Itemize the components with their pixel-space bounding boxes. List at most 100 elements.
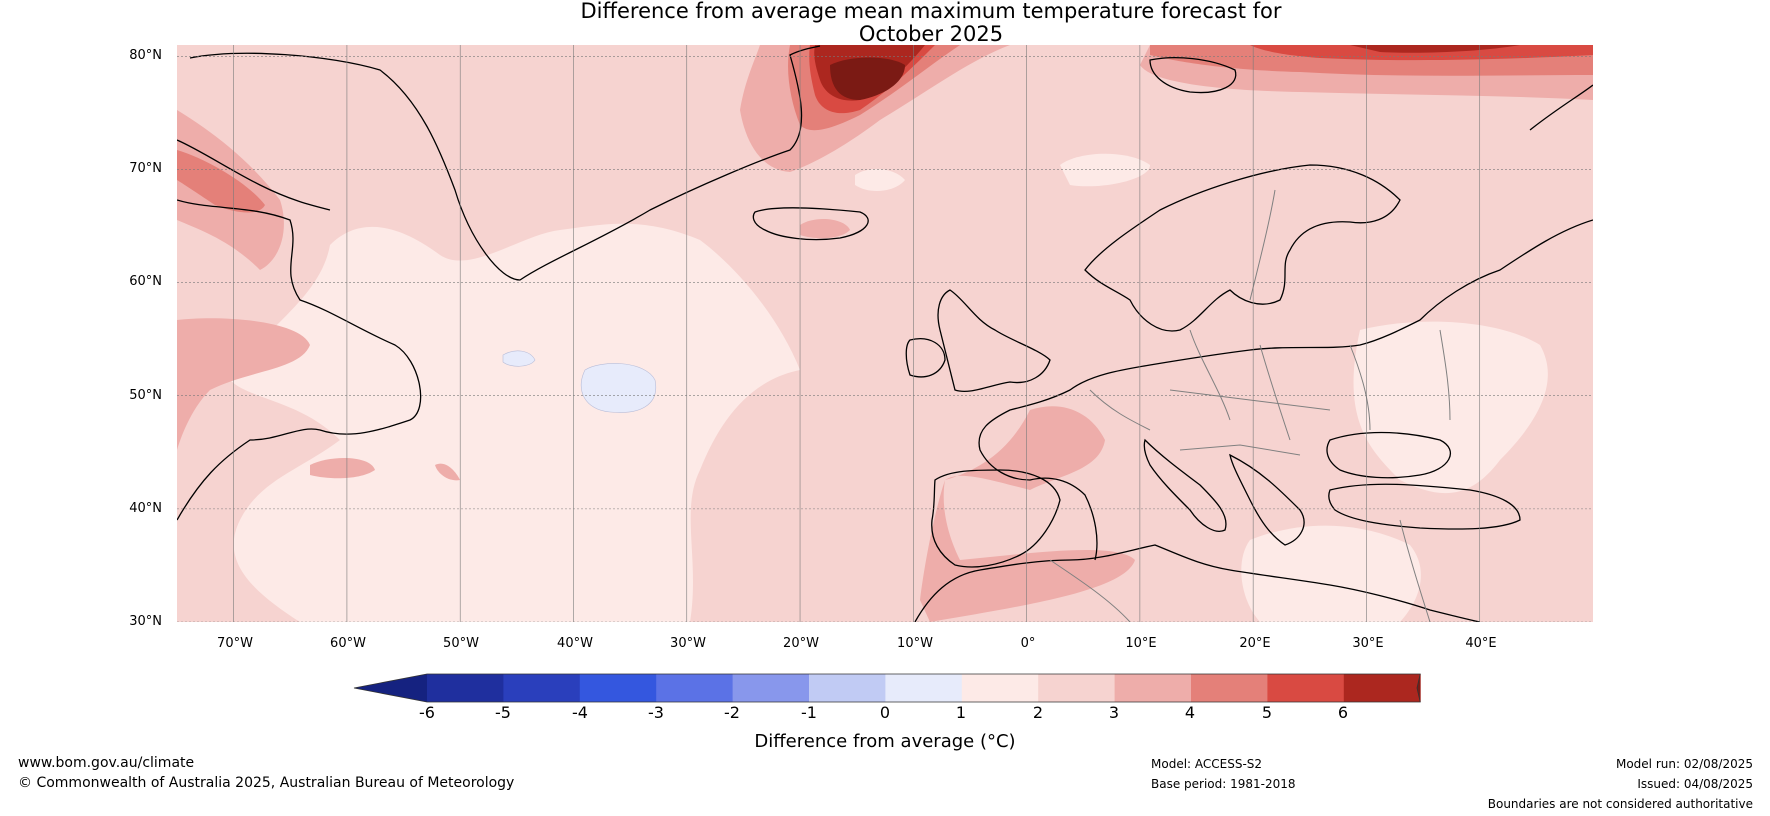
anomaly-0-1-spot2 xyxy=(855,168,905,192)
temperature-anomaly-field xyxy=(177,45,1593,622)
lat-label-30n: 30°N xyxy=(129,614,162,629)
base-period-text: Base period: 1981-2018 xyxy=(1151,777,1296,791)
colorbar xyxy=(353,673,1421,703)
colorbar-tick: -6 xyxy=(419,703,435,722)
border-3 xyxy=(1349,344,1371,431)
colorbar-tick: -4 xyxy=(572,703,588,722)
lon-label-40w: 40°W xyxy=(557,636,593,651)
lon-label-50w: 50°W xyxy=(443,636,479,651)
anomaly-0-1-atlantic xyxy=(230,223,800,622)
border-10 xyxy=(1049,559,1131,622)
lon-label-60w: 60°W xyxy=(330,636,366,651)
colorbar-segment xyxy=(656,674,734,702)
iceland-coast xyxy=(752,207,869,241)
anomaly-2-3-iberia-france xyxy=(920,406,1135,622)
colorbar-tick: 4 xyxy=(1184,703,1196,722)
europe-mainland xyxy=(978,219,1593,561)
anomaly-5-6-svalbard xyxy=(1350,45,1520,53)
greenland-coast xyxy=(189,45,821,281)
model-run-text: Model run: 02/08/2025 xyxy=(1615,757,1753,771)
lat-label-60n: 60°N xyxy=(129,274,162,289)
north-africa xyxy=(914,544,1481,622)
lon-label-30w: 30°W xyxy=(670,636,706,651)
lat-label-70n: 70°N xyxy=(129,161,162,176)
ireland xyxy=(905,338,946,378)
colorbar-segment xyxy=(503,674,581,702)
colorbar-tick: -3 xyxy=(648,703,664,722)
colorbar-segment xyxy=(1267,674,1345,702)
lon-label-30e: 30°E xyxy=(1352,636,1384,651)
lat-label-50n: 50°N xyxy=(129,388,162,403)
anomaly-2-3-spot3 xyxy=(435,463,460,481)
colorbar-tick: 5 xyxy=(1261,703,1273,722)
border-7 xyxy=(1439,329,1451,421)
anomaly-2-3-newfoundland xyxy=(310,458,375,479)
issued-text: Issued: 04/08/2025 xyxy=(1637,777,1753,791)
title-line-1: Difference from average mean maximum tem… xyxy=(580,0,1282,23)
colorbar-low-extend xyxy=(354,674,427,702)
colorbar-segment xyxy=(1114,674,1192,702)
italy xyxy=(1143,438,1227,532)
novaya-zemlya xyxy=(1529,84,1593,131)
svalbard xyxy=(1149,57,1237,94)
anomaly-0-1-east-med xyxy=(1241,525,1421,622)
colorbar-segment xyxy=(579,674,657,702)
colorbar-segment xyxy=(1343,674,1421,702)
colorbar-tick: -1 xyxy=(801,703,817,722)
coastlines xyxy=(177,45,1593,622)
lon-label-20w: 20°W xyxy=(783,636,819,651)
border-4 xyxy=(1089,389,1151,431)
anomaly-3-4-baffin xyxy=(177,150,265,213)
border-1 xyxy=(1189,329,1231,421)
anomaly-above-6-greenland xyxy=(830,57,905,100)
country-borders xyxy=(1049,189,1451,622)
lon-label-10w: 10°W xyxy=(897,636,933,651)
lon-label-10e: 10°E xyxy=(1125,636,1157,651)
colorbar-segment xyxy=(961,674,1039,702)
iberia xyxy=(931,469,1061,568)
british-isles xyxy=(937,289,1051,392)
colorbar-tick: -5 xyxy=(495,703,511,722)
border-8 xyxy=(1399,519,1431,622)
disclaimer-text: Boundaries are not considered authoritat… xyxy=(1487,797,1753,811)
title-line-2: October 2025 xyxy=(858,22,1004,46)
lon-label-40e: 40°E xyxy=(1465,636,1497,651)
graticule xyxy=(177,45,1593,622)
turkey xyxy=(1328,483,1521,530)
colorbar-tick: 1 xyxy=(955,703,967,722)
colorbar-label: Difference from average (°C) xyxy=(754,731,1016,752)
border-2 xyxy=(1259,344,1291,441)
colorbar-segment xyxy=(732,674,810,702)
website-text: www.bom.gov.au/climate xyxy=(18,755,195,771)
colorbar-segment xyxy=(809,674,886,702)
anomaly-neg1-0-patch2 xyxy=(502,350,536,367)
colorbar-tick: 2 xyxy=(1032,703,1044,722)
colorbar-tick: 0 xyxy=(879,703,891,722)
copyright-text: © Commonwealth of Australia 2025, Austra… xyxy=(18,775,515,791)
colorbar-tick: 6 xyxy=(1337,703,1349,722)
anomaly-neg1-0-patch xyxy=(580,363,657,413)
lon-label-20e: 20°E xyxy=(1239,636,1271,651)
border-5 xyxy=(1169,389,1331,411)
colorbar-segment xyxy=(1038,674,1116,702)
model-text: Model: ACCESS-S2 xyxy=(1151,757,1263,771)
anomaly-0-1-spot xyxy=(1060,153,1150,187)
chart-title: Difference from average mean maximum tem… xyxy=(0,0,1770,46)
colorbar-high-extend xyxy=(1417,674,1421,702)
colorbar-tick: 3 xyxy=(1108,703,1120,722)
balkans-greece xyxy=(1229,453,1305,546)
labrador-coast xyxy=(177,199,422,521)
anomaly-2-3-iceland-spot xyxy=(800,218,850,239)
colorbar-segment xyxy=(1191,674,1268,702)
baffin-coast xyxy=(177,139,331,211)
anomaly-0-1-eastern-europe xyxy=(1353,321,1548,494)
lat-label-80n: 80°N xyxy=(129,48,162,63)
colorbar-segment xyxy=(885,674,963,702)
scandinavia xyxy=(1084,164,1401,332)
colorbar-segment xyxy=(427,674,504,702)
colorbar-outline xyxy=(353,673,1421,703)
lat-label-40n: 40°N xyxy=(129,501,162,516)
border-6 xyxy=(1179,444,1301,456)
lon-label-70w: 70°W xyxy=(217,636,253,651)
